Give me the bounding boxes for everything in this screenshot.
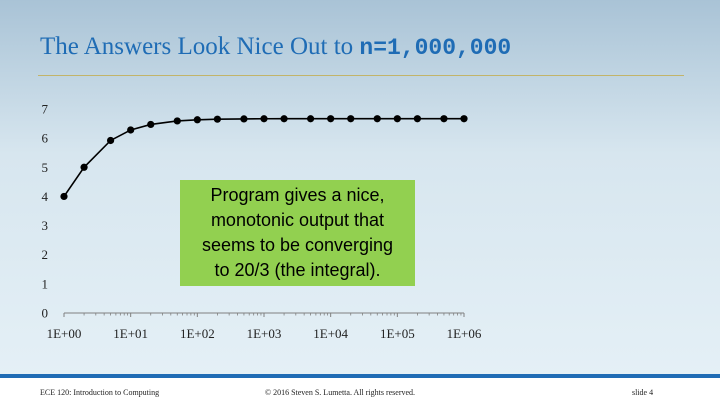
footer-bar [0, 374, 720, 378]
x-tick-label: 1E+01 [113, 326, 148, 341]
data-point [127, 126, 135, 134]
y-tick-label: 5 [42, 160, 49, 175]
slide-title: The Answers Look Nice Out to n=1,000,000 [40, 33, 511, 61]
data-point [213, 115, 222, 123]
x-tick-label: 1E+05 [380, 326, 415, 341]
data-point [306, 115, 315, 123]
y-tick-label: 4 [42, 189, 49, 204]
callout-box: Program gives a nice, monotonic output t… [180, 180, 415, 286]
x-tick-label: 1E+03 [247, 326, 282, 341]
data-point [173, 117, 181, 125]
data-point [147, 120, 155, 129]
callout-line: to 20/3 (the integral). [214, 260, 381, 280]
footer-slide-number: slide 4 [632, 388, 654, 397]
data-point [347, 115, 355, 123]
title-divider [38, 75, 684, 76]
y-tick-label: 3 [42, 218, 49, 233]
x-tick-label: 1E+00 [47, 326, 82, 341]
data-point [60, 192, 68, 201]
data-point [460, 115, 468, 123]
y-tick-label: 6 [42, 131, 49, 146]
data-point [413, 115, 422, 123]
x-tick-label: 1E+04 [313, 326, 348, 341]
callout-line: monotonic output that [210, 210, 385, 230]
data-point [260, 115, 268, 123]
x-tick-label: 1E+06 [447, 326, 482, 341]
data-point [440, 115, 448, 123]
footer: ECE 120: Introduction to Computing © 201… [0, 378, 720, 405]
data-point [193, 116, 201, 124]
callout-line: Program gives a nice, [210, 185, 385, 205]
callout-line: seems to be converging [201, 235, 394, 255]
title-code: n=1,000,000 [359, 35, 512, 61]
title-text: The Answers Look Nice Out to [40, 33, 360, 60]
data-point [373, 115, 381, 123]
chart-series [60, 115, 468, 201]
data-point [106, 136, 115, 145]
y-tick-label: 7 [42, 102, 49, 117]
y-tick-label: 2 [42, 247, 49, 262]
data-point [240, 115, 248, 123]
data-point [80, 163, 88, 171]
footer-copyright: © 2016 Steven S. Lumetta. All rights res… [265, 388, 416, 397]
data-point [327, 115, 335, 123]
chart-ticks: 1E+00 1E+01 1E+02 1E+03 1E+04 1E+05 1E+06 0 1 2 3 4… [42, 102, 482, 342]
y-tick-label: 1 [42, 276, 49, 291]
data-point [393, 115, 401, 123]
y-tick-label: 0 [42, 306, 49, 321]
footer-course: ECE 120: Introduction to Computing [40, 388, 160, 397]
data-point [280, 115, 288, 123]
x-tick-label: 1E+02 [180, 326, 215, 341]
